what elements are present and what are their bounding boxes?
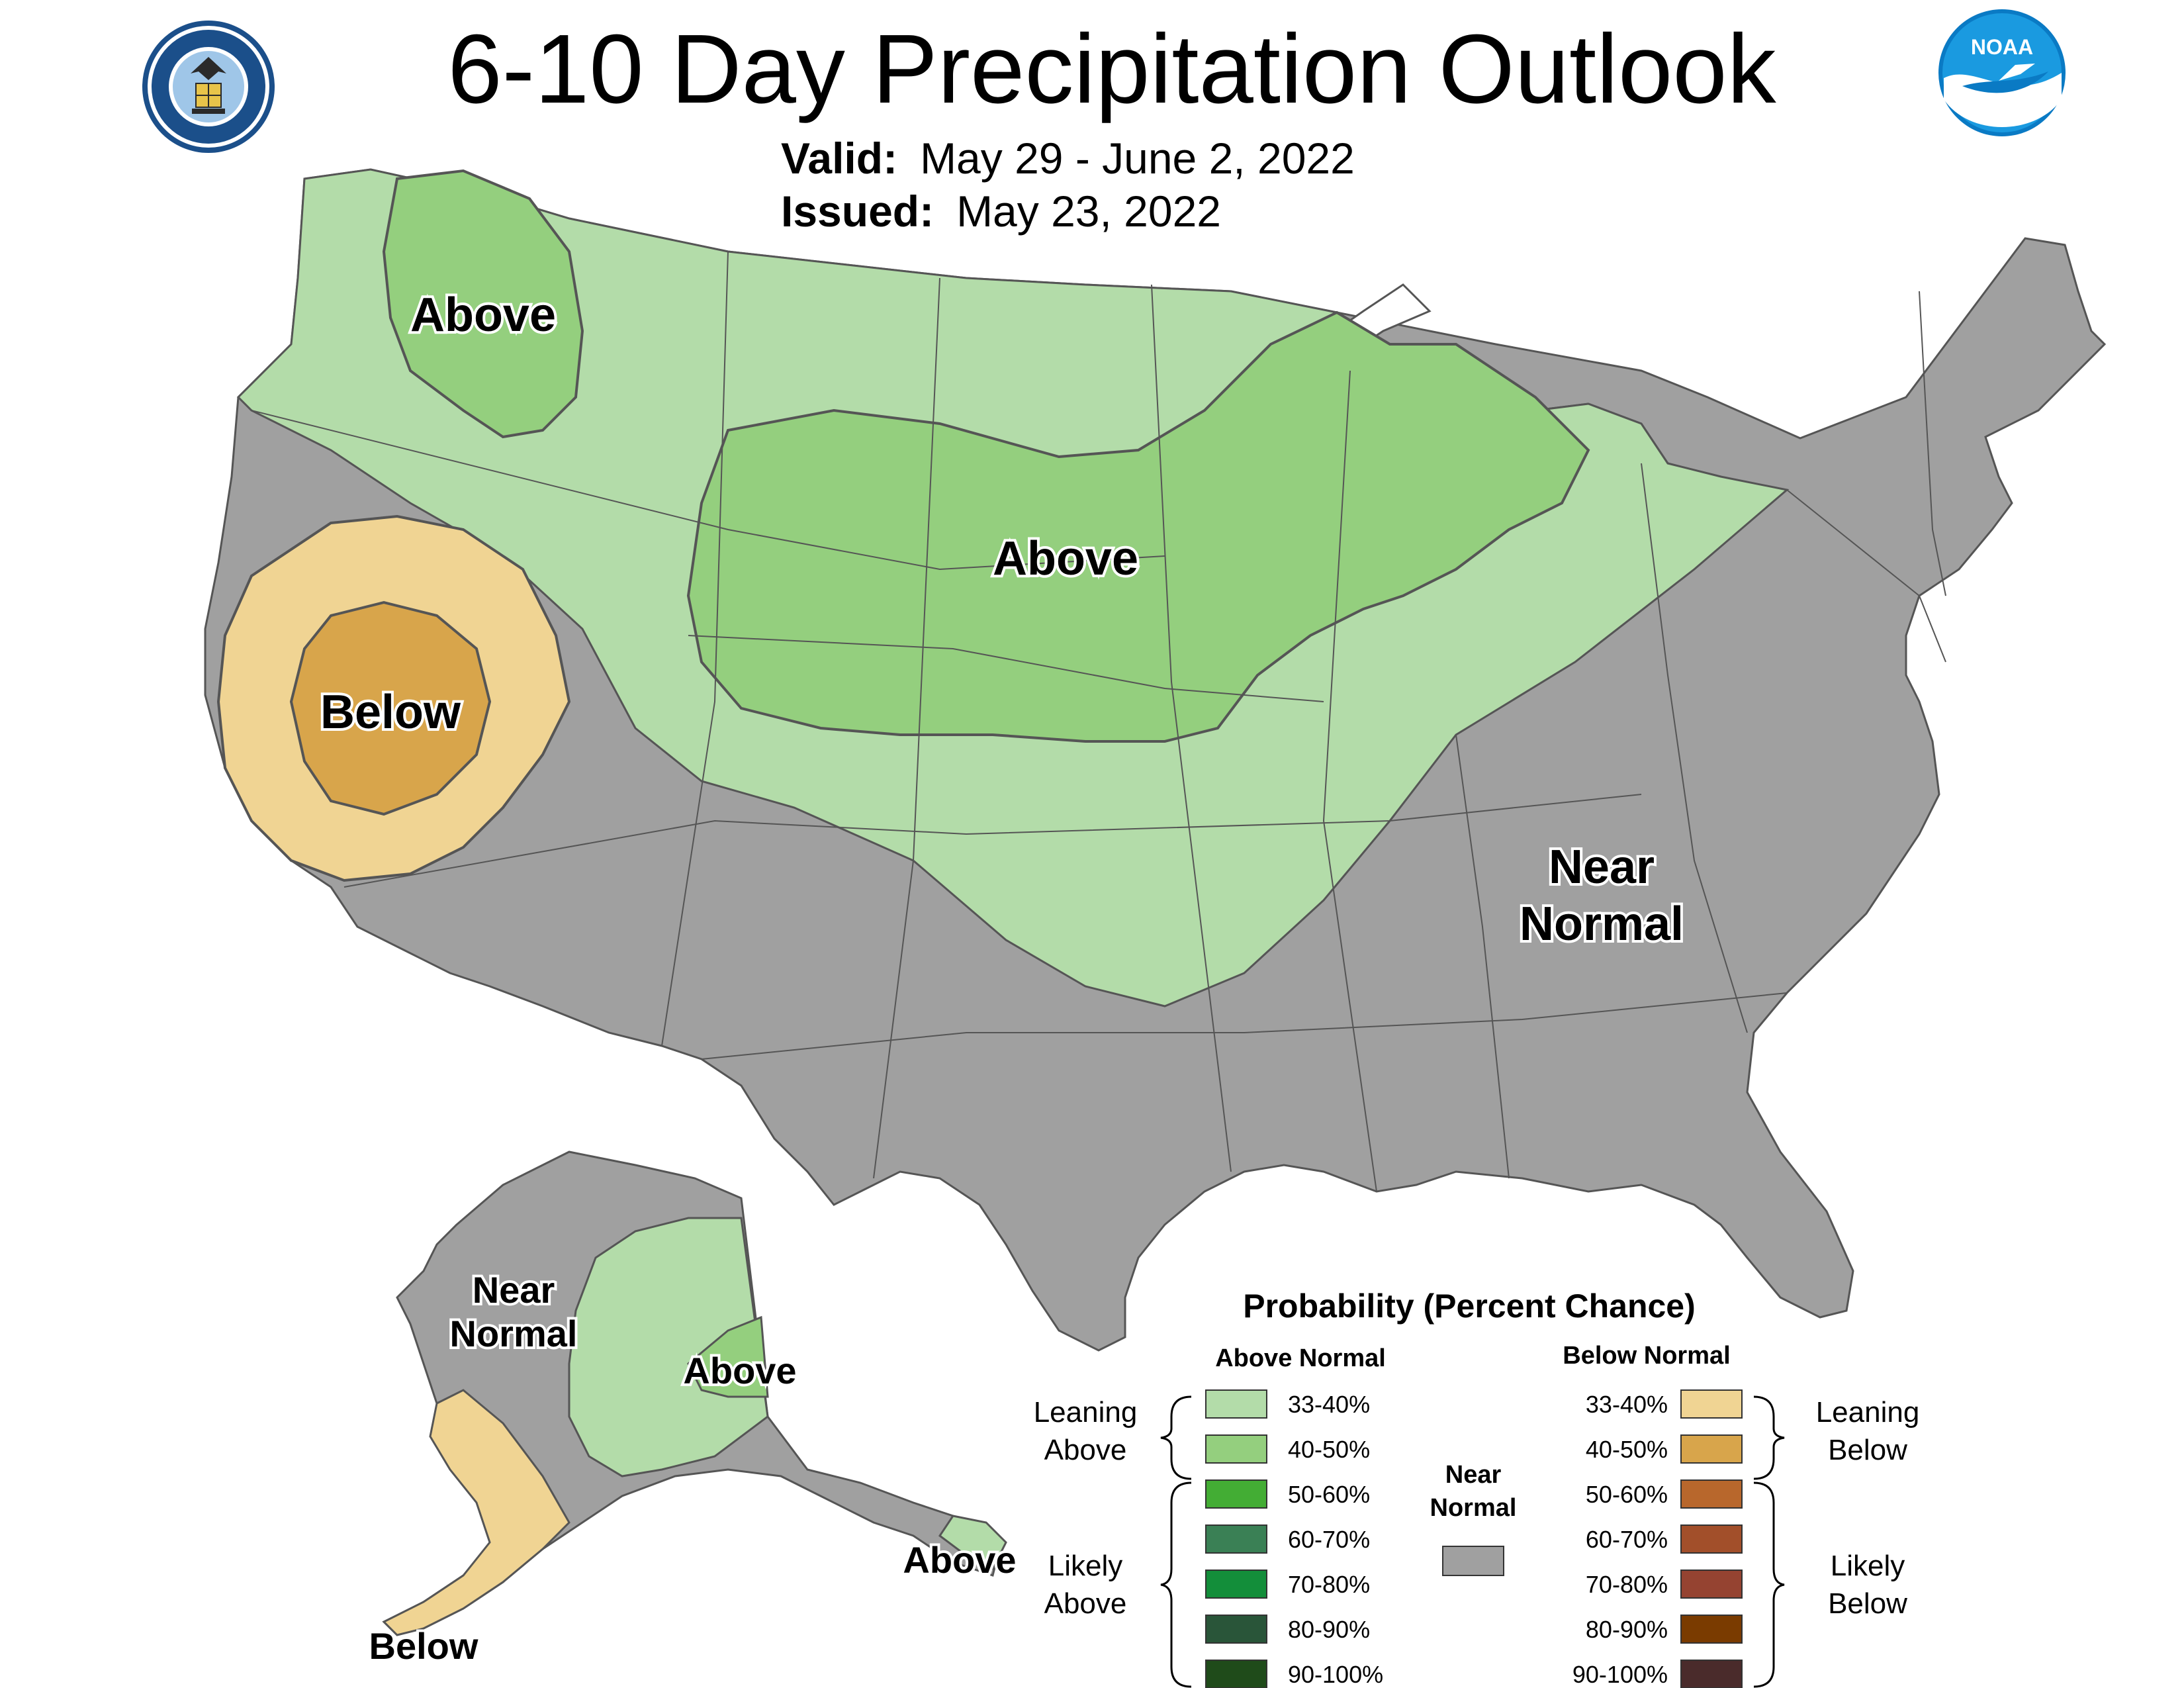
legend-below-header: Below Normal [1563, 1342, 1730, 1370]
above-range-label-5: 80-90% [1288, 1616, 1370, 1643]
legend-braces [1160, 1395, 1785, 1688]
near-normal-l2: Normal [1430, 1494, 1517, 1522]
below-swatch-5 [1680, 1615, 1743, 1644]
issued-value: May 23, 2022 [956, 187, 1222, 236]
legend: Probability (Percent Chance) Above Norma… [1034, 1288, 1920, 1688]
near-normal-l1: Near [1445, 1461, 1502, 1489]
label-ak-above-interior: Above [683, 1350, 796, 1391]
leaning-below-l2: Below [1828, 1434, 1907, 1466]
label-above-central: Above [993, 532, 1138, 585]
noaa-logo-text: NOAA [1971, 35, 2033, 59]
likely-below-l1: Likely [1831, 1550, 1905, 1582]
leaning-above-l1: Leaning [1034, 1396, 1138, 1429]
below-range-label-5: 80-90% [1586, 1616, 1668, 1643]
below-swatch-4 [1680, 1570, 1743, 1599]
leaning-below-l1: Leaning [1816, 1396, 1920, 1429]
below-swatch-2 [1680, 1479, 1743, 1509]
label-ak-near-normal-l1: Near [473, 1269, 555, 1311]
above-swatch-0 [1205, 1389, 1267, 1419]
label-above-nw: Above [410, 289, 556, 342]
conus-above-nw-region [382, 169, 584, 439]
below-range-label-3: 60-70% [1586, 1526, 1668, 1553]
below-range-label-2: 50-60% [1586, 1481, 1668, 1508]
above-range-label-6: 90-100% [1288, 1661, 1383, 1688]
above-range-label-0: 33-40% [1288, 1391, 1370, 1418]
label-ak-near-normal-l2: Normal [450, 1313, 578, 1354]
above-range-label-4: 70-80% [1288, 1571, 1370, 1598]
above-range-label-1: 40-50% [1288, 1436, 1370, 1463]
below-swatch-1 [1680, 1434, 1743, 1464]
below-range-label-0: 33-40% [1586, 1391, 1668, 1418]
likely-above-l1: Likely [1048, 1550, 1123, 1582]
above-swatch-2 [1205, 1479, 1267, 1509]
likely-below-l2: Below [1828, 1587, 1907, 1620]
conus-below-core-region [289, 600, 492, 816]
below-swatch-3 [1680, 1524, 1743, 1554]
above-swatch-4 [1205, 1570, 1267, 1599]
department-of-commerce-seal-icon [142, 21, 275, 153]
page-title: 6-10 Day Precipitation Outlook [447, 15, 1776, 124]
legend-rows: 33-40% 33-40% 40-50% 40-50% 50-60% 50-60% 60-7… [1205, 1389, 1743, 1688]
valid-label: Valid: [781, 134, 898, 183]
above-range-label-3: 60-70% [1288, 1526, 1370, 1553]
valid-dates: Valid: May 29 - June 2, 2022 [781, 132, 1355, 184]
issued-label: Issued: [781, 187, 934, 236]
below-swatch-0 [1680, 1389, 1743, 1419]
valid-value: May 29 - June 2, 2022 [920, 134, 1355, 183]
alaska-panhandle-above-region [938, 1515, 1007, 1571]
above-swatch-5 [1205, 1615, 1267, 1644]
label-near-normal-l2: Normal [1520, 898, 1684, 951]
label-near-normal-l1: Near [1549, 841, 1655, 894]
above-swatch-1 [1205, 1434, 1267, 1464]
label-ak-above-panhandle: Above [903, 1539, 1016, 1581]
below-swatch-6 [1680, 1660, 1743, 1688]
legend-above-header: Above Normal [1215, 1344, 1386, 1372]
above-swatch-6 [1205, 1660, 1267, 1688]
leaning-above-l2: Above [1044, 1434, 1127, 1466]
below-range-label-1: 40-50% [1586, 1436, 1668, 1463]
label-ak-below: Below [369, 1625, 478, 1667]
below-range-label-4: 70-80% [1586, 1571, 1668, 1598]
alaska-above-sliver-region [687, 1315, 769, 1398]
near-normal-swatch [1442, 1546, 1504, 1576]
below-range-label-6: 90-100% [1572, 1661, 1668, 1688]
issued-date: Issued: May 23, 2022 [781, 185, 1221, 237]
label-below-ca: Below [320, 686, 461, 739]
above-range-label-2: 50-60% [1288, 1481, 1370, 1508]
legend-title: Probability (Percent Chance) [1243, 1288, 1696, 1325]
state-boundaries [251, 251, 1946, 1192]
above-swatch-3 [1205, 1524, 1267, 1554]
noaa-logo-icon: NOAA [1938, 9, 2066, 136]
alaska-leaning-above-region [568, 1217, 769, 1477]
likely-above-l2: Above [1044, 1587, 1127, 1620]
conus-above-central-region [686, 310, 1590, 743]
alaska-leaning-below-region [382, 1389, 570, 1636]
map-labels: Above Above Below Near Normal Near Norma… [318, 286, 1686, 1669]
